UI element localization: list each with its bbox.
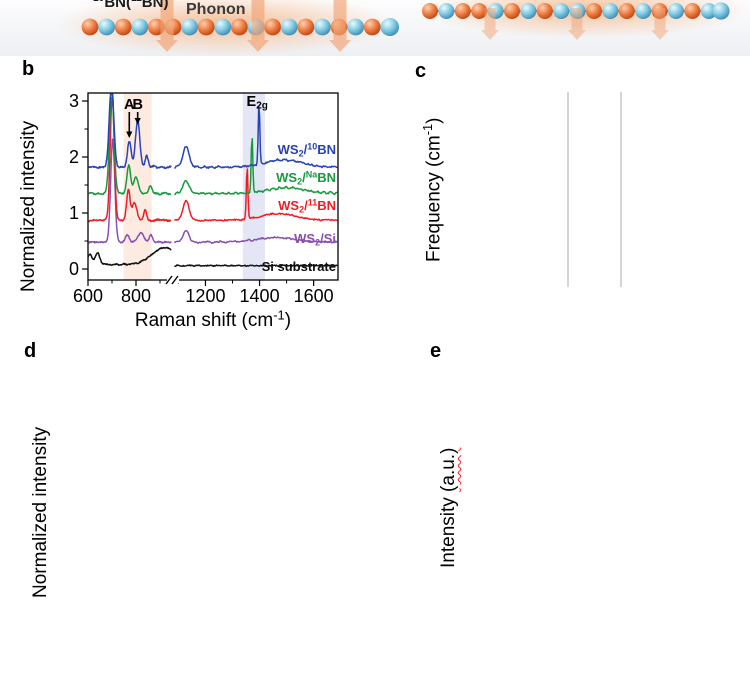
svg-text:Si substrate: Si substrate [262,259,336,274]
panel-d-letter: d [24,340,37,362]
panel-b-letter: b [22,58,35,80]
spectrum-ws2si [88,138,172,244]
svg-text:WS2/NaBN: WS2/NaBN [276,170,336,187]
panel-b-ylabel: Normalized intensity [18,120,39,292]
svg-text:1200: 1200 [185,286,225,306]
svg-text:B: B [132,97,142,113]
spectrum-ws211bn [88,97,172,223]
svg-text:3: 3 [69,91,79,111]
atom-chain-svg [55,0,750,56]
panel-b-chart: 0 1 2 3 600 800 1200 1400 1600 Si substrate WS2/Si… [69,91,339,331]
svg-text:Raman shift (cm-1): Raman shift (cm-1) [135,307,291,331]
isotope-label: 10BN(11BN) [93,0,169,11]
svg-text:1: 1 [69,203,79,223]
spectrum-ws210bn [88,93,172,170]
svg-text:600: 600 [73,286,103,306]
svg-text:2: 2 [69,147,79,167]
panel-c-chart [567,92,622,287]
svg-text:A: A [124,97,135,113]
svg-text:WS2/10BN: WS2/10BN [278,142,336,159]
svg-text:1400: 1400 [240,286,280,306]
spectrum-sisubstrate [88,246,172,267]
spectrum-ws2nabn [88,93,172,196]
svg-text:1600: 1600 [294,286,334,306]
svg-text:WS2/11BN: WS2/11BN [278,198,336,215]
panel-c-ylabel: Frequency (cm-1) [420,117,445,262]
phonon-label: Phonon [186,1,246,18]
panel-c-letter: c [415,60,427,82]
panel-e-chart [465,358,750,700]
panel-d-ylabel: Normalized intensity [30,426,51,598]
svg-text:WS2/Si: WS2/Si [294,231,336,247]
svg-text:0: 0 [69,259,79,279]
panel-e-letter: e [430,340,442,362]
svg-text:800: 800 [121,286,151,306]
panel-d-chart [60,358,416,700]
panel-a-illustration: 10BN(11BN) Phonon [0,0,750,56]
panel-e-ylabel: Intensity (a.u.) [438,447,459,568]
svg-text:E2g: E2g [247,94,268,112]
